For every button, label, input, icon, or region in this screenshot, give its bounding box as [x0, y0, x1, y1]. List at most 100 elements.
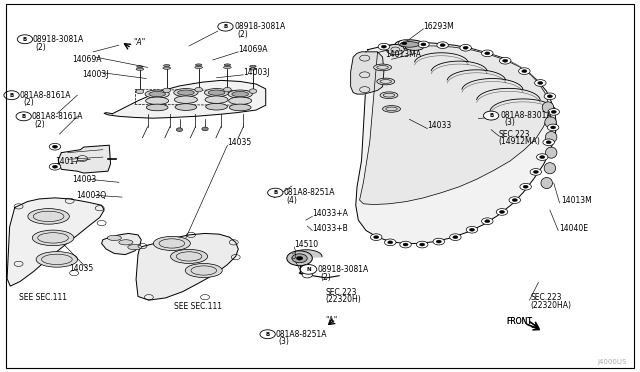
Circle shape — [17, 35, 33, 44]
Text: B: B — [273, 190, 277, 195]
Circle shape — [388, 241, 393, 244]
Ellipse shape — [400, 42, 419, 47]
Ellipse shape — [545, 132, 557, 142]
Circle shape — [484, 52, 490, 55]
Circle shape — [534, 80, 546, 86]
Text: 081A8-8251A: 081A8-8251A — [275, 330, 327, 339]
Text: 14017: 14017 — [55, 157, 79, 166]
Text: 14003: 14003 — [72, 175, 97, 184]
Text: 14035: 14035 — [227, 138, 252, 147]
Circle shape — [163, 88, 171, 93]
Circle shape — [547, 124, 559, 131]
Text: B: B — [23, 37, 27, 42]
Text: (22320H): (22320H) — [325, 295, 361, 304]
Circle shape — [385, 239, 396, 246]
Circle shape — [195, 87, 202, 92]
Text: "A": "A" — [325, 316, 337, 325]
Circle shape — [49, 163, 61, 170]
Circle shape — [453, 235, 458, 238]
Ellipse shape — [36, 251, 77, 267]
Polygon shape — [58, 145, 111, 173]
Ellipse shape — [32, 230, 74, 246]
Circle shape — [296, 256, 303, 260]
Ellipse shape — [406, 44, 424, 50]
Text: 14003J: 14003J — [243, 68, 270, 77]
Circle shape — [433, 238, 445, 245]
Circle shape — [378, 43, 390, 50]
Ellipse shape — [395, 40, 424, 49]
Circle shape — [400, 241, 412, 248]
Ellipse shape — [204, 89, 228, 97]
Text: 16293M: 16293M — [424, 22, 454, 31]
Circle shape — [218, 22, 233, 31]
Circle shape — [481, 218, 493, 225]
Circle shape — [502, 59, 508, 62]
Circle shape — [481, 50, 493, 57]
Ellipse shape — [544, 163, 556, 174]
Circle shape — [499, 211, 504, 214]
Circle shape — [469, 228, 474, 231]
Text: 14013M: 14013M — [561, 196, 591, 205]
Ellipse shape — [377, 78, 395, 85]
Ellipse shape — [205, 103, 227, 110]
Text: (2): (2) — [320, 273, 331, 282]
Polygon shape — [292, 253, 296, 259]
Circle shape — [499, 57, 511, 64]
Circle shape — [403, 243, 408, 246]
Ellipse shape — [232, 92, 248, 97]
Polygon shape — [356, 42, 556, 243]
Circle shape — [402, 42, 407, 45]
Text: SEE SEC.111: SEE SEC.111 — [174, 302, 222, 311]
Text: 14033: 14033 — [428, 122, 452, 131]
Circle shape — [436, 240, 442, 243]
Circle shape — [440, 44, 445, 46]
Circle shape — [509, 197, 520, 203]
Circle shape — [540, 155, 545, 158]
Circle shape — [460, 44, 471, 51]
Circle shape — [483, 111, 499, 120]
Text: (2): (2) — [23, 99, 34, 108]
Text: B: B — [266, 332, 269, 337]
Circle shape — [176, 128, 182, 132]
Circle shape — [518, 68, 530, 74]
Text: FRONT: FRONT — [506, 317, 532, 326]
Ellipse shape — [541, 177, 552, 189]
Ellipse shape — [108, 235, 122, 240]
Circle shape — [523, 185, 528, 188]
Circle shape — [533, 170, 538, 173]
Polygon shape — [360, 46, 548, 205]
Ellipse shape — [205, 96, 228, 103]
Text: 14033+B: 14033+B — [312, 224, 348, 233]
Text: (2): (2) — [34, 120, 45, 129]
Polygon shape — [104, 80, 266, 118]
Circle shape — [374, 235, 379, 238]
Circle shape — [417, 241, 428, 248]
Circle shape — [548, 109, 559, 115]
Text: 14013MA: 14013MA — [385, 50, 421, 59]
Text: B: B — [489, 113, 493, 118]
Ellipse shape — [149, 92, 166, 97]
Circle shape — [520, 183, 531, 190]
Ellipse shape — [249, 68, 257, 70]
Text: 081A8-8251A: 081A8-8251A — [284, 188, 335, 197]
Ellipse shape — [137, 66, 143, 68]
Circle shape — [467, 227, 477, 233]
Ellipse shape — [185, 263, 222, 278]
Ellipse shape — [154, 236, 190, 250]
Circle shape — [421, 43, 426, 46]
Ellipse shape — [545, 147, 557, 158]
Ellipse shape — [128, 244, 142, 250]
Text: 08918-3081A: 08918-3081A — [234, 22, 285, 31]
Ellipse shape — [228, 90, 252, 98]
Circle shape — [550, 126, 556, 129]
Ellipse shape — [145, 90, 170, 98]
Circle shape — [202, 127, 208, 131]
Circle shape — [546, 141, 551, 144]
Ellipse shape — [119, 240, 133, 245]
Text: (3): (3) — [504, 119, 515, 128]
Text: J4000US: J4000US — [597, 359, 627, 365]
Ellipse shape — [146, 97, 169, 105]
Ellipse shape — [173, 89, 198, 97]
Circle shape — [418, 41, 429, 48]
Circle shape — [450, 234, 461, 240]
